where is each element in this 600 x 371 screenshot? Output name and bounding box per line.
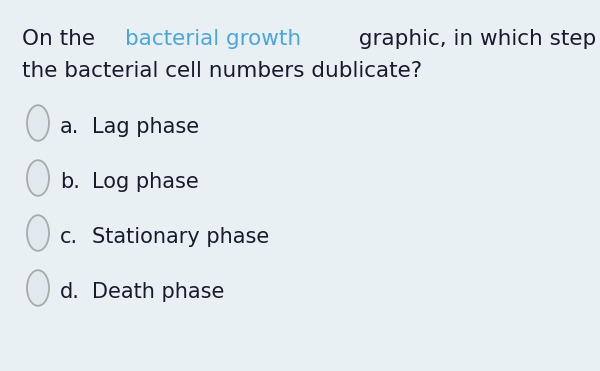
Text: bacterial growth: bacterial growth	[125, 29, 301, 49]
Text: On the: On the	[22, 29, 102, 49]
Text: d.: d.	[60, 282, 80, 302]
Text: Log phase: Log phase	[92, 172, 199, 192]
Ellipse shape	[27, 215, 49, 251]
Text: the bacterial cell numbers dublicate?: the bacterial cell numbers dublicate?	[22, 61, 422, 81]
Ellipse shape	[27, 160, 49, 196]
Text: graphic, in which step: graphic, in which step	[352, 29, 596, 49]
Text: a.: a.	[60, 117, 79, 137]
Text: Lag phase: Lag phase	[92, 117, 199, 137]
Ellipse shape	[27, 105, 49, 141]
Text: b.: b.	[60, 172, 80, 192]
Text: Death phase: Death phase	[92, 282, 224, 302]
Ellipse shape	[27, 270, 49, 306]
Text: c.: c.	[60, 227, 78, 247]
Text: Stationary phase: Stationary phase	[92, 227, 269, 247]
